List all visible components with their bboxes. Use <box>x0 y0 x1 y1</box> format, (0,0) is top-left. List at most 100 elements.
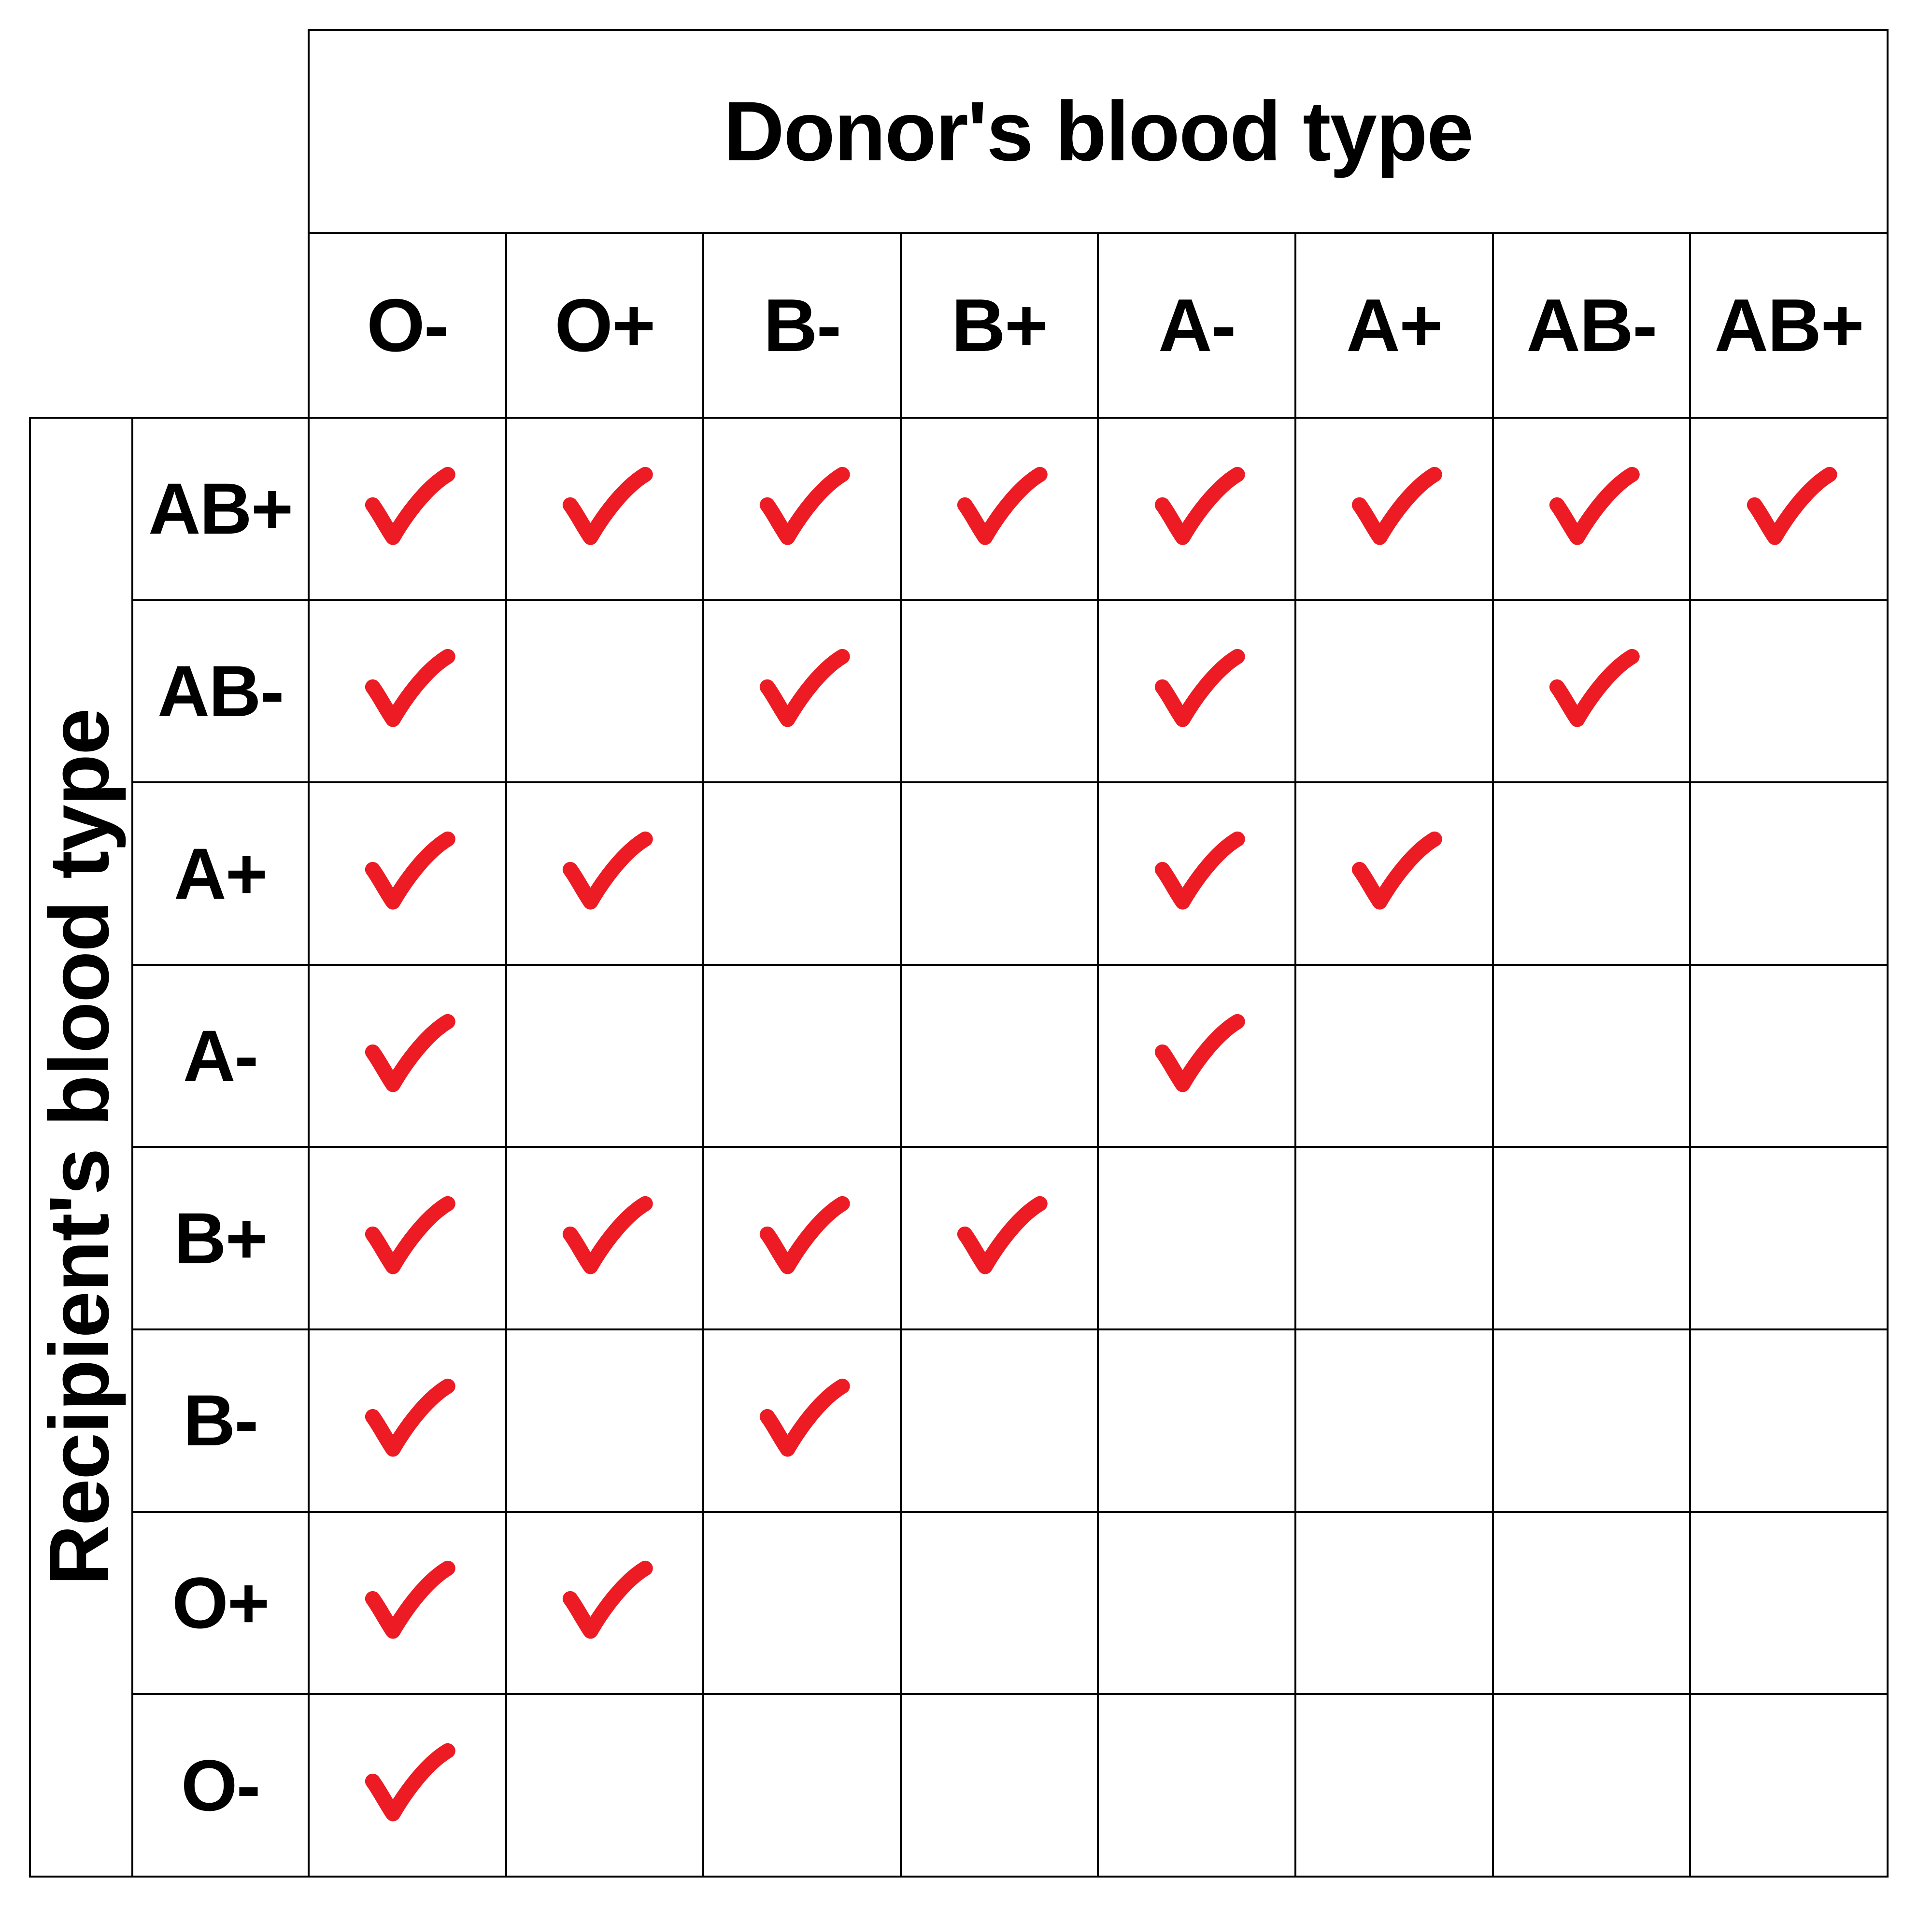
compat-cell <box>1690 1329 1888 1512</box>
check-icon <box>554 1552 655 1653</box>
compat-cell <box>1098 965 1295 1147</box>
recipient-header: B- <box>132 1329 309 1512</box>
compat-cell <box>1690 1694 1888 1877</box>
compat-cell <box>1690 600 1888 783</box>
compat-cell <box>901 1512 1098 1695</box>
compat-cell <box>901 1694 1098 1877</box>
compat-cell <box>506 1694 704 1877</box>
check-icon <box>356 1187 458 1289</box>
check-icon <box>356 1552 458 1653</box>
donor-header: AB+ <box>1690 233 1888 418</box>
check-icon <box>751 1187 852 1289</box>
compat-cell <box>901 600 1098 783</box>
donor-header: AB- <box>1493 233 1690 418</box>
compat-cell <box>703 1147 901 1329</box>
compat-cell <box>1493 1147 1690 1329</box>
compat-cell <box>1493 1329 1690 1512</box>
compat-cell <box>506 600 704 783</box>
compat-cell <box>1690 965 1888 1147</box>
check-icon <box>554 458 655 560</box>
compat-cell <box>309 1329 506 1512</box>
compat-cell <box>1295 782 1493 965</box>
compat-cell <box>309 1512 506 1695</box>
compat-cell <box>506 782 704 965</box>
compat-cell <box>309 418 506 600</box>
check-icon <box>1738 458 1840 560</box>
check-icon <box>949 1187 1050 1289</box>
compat-cell <box>309 1694 506 1877</box>
compat-cell <box>1098 418 1295 600</box>
compat-cell <box>901 1147 1098 1329</box>
compat-cell <box>1493 965 1690 1147</box>
compat-cell <box>901 1329 1098 1512</box>
compat-cell <box>506 965 704 1147</box>
compat-cell <box>1493 600 1690 783</box>
donor-header: B+ <box>901 233 1098 418</box>
check-icon <box>554 1187 655 1289</box>
compat-cell <box>309 965 506 1147</box>
check-icon <box>751 640 852 742</box>
corner-blank <box>30 30 309 233</box>
compat-cell <box>703 600 901 783</box>
compat-cell <box>1493 1512 1690 1695</box>
compat-cell <box>1493 782 1690 965</box>
check-icon <box>356 1735 458 1836</box>
compatibility-chart: Donor's blood type O- O+ B- B+ A- A+ AB-… <box>0 0 1932 1921</box>
corner-blank-2 <box>30 233 309 418</box>
compat-cell <box>1098 1329 1295 1512</box>
row-axis-title: Recipient's blood type <box>30 418 132 1877</box>
compat-cell <box>1098 1512 1295 1695</box>
recipient-header: B+ <box>132 1147 309 1329</box>
check-icon <box>1343 823 1445 924</box>
compat-cell <box>901 965 1098 1147</box>
compat-cell <box>1493 418 1690 600</box>
row-axis-title-text: Recipient's blood type <box>31 709 128 1586</box>
compat-cell <box>703 418 901 600</box>
compat-cell <box>1295 1329 1493 1512</box>
compat-cell <box>1295 600 1493 783</box>
donor-header: O+ <box>506 233 704 418</box>
recipient-header: AB- <box>132 600 309 783</box>
check-icon <box>949 458 1050 560</box>
compat-cell <box>1690 1147 1888 1329</box>
compat-cell <box>1690 1512 1888 1695</box>
check-icon <box>1146 1005 1248 1107</box>
compat-cell <box>703 782 901 965</box>
recipient-header: A- <box>132 965 309 1147</box>
check-icon <box>1541 640 1642 742</box>
check-icon <box>751 458 852 560</box>
compat-cell <box>506 1329 704 1512</box>
compat-cell <box>1295 965 1493 1147</box>
check-icon <box>356 1370 458 1471</box>
compat-cell <box>901 418 1098 600</box>
compat-cell <box>1098 600 1295 783</box>
compat-cell <box>1690 782 1888 965</box>
donor-header: A+ <box>1295 233 1493 418</box>
compat-cell <box>1295 1694 1493 1877</box>
check-icon <box>356 823 458 924</box>
compat-cell <box>703 1694 901 1877</box>
check-icon <box>1146 458 1248 560</box>
recipient-header: A+ <box>132 782 309 965</box>
compat-cell <box>703 1329 901 1512</box>
compat-cell <box>1690 418 1888 600</box>
compat-cell <box>1098 1147 1295 1329</box>
check-icon <box>356 1005 458 1107</box>
compat-cell <box>1295 1512 1493 1695</box>
column-axis-title: Donor's blood type <box>309 30 1888 233</box>
check-icon <box>554 823 655 924</box>
compat-cell <box>506 418 704 600</box>
compat-cell <box>309 1147 506 1329</box>
compat-cell <box>309 600 506 783</box>
compat-cell <box>309 782 506 965</box>
check-icon <box>356 458 458 560</box>
compat-cell <box>506 1147 704 1329</box>
compat-cell <box>1098 782 1295 965</box>
donor-header: A- <box>1098 233 1295 418</box>
check-icon <box>1343 458 1445 560</box>
recipient-header: AB+ <box>132 418 309 600</box>
compat-cell <box>506 1512 704 1695</box>
compat-cell <box>1493 1694 1690 1877</box>
check-icon <box>1146 823 1248 924</box>
donor-header: B- <box>703 233 901 418</box>
